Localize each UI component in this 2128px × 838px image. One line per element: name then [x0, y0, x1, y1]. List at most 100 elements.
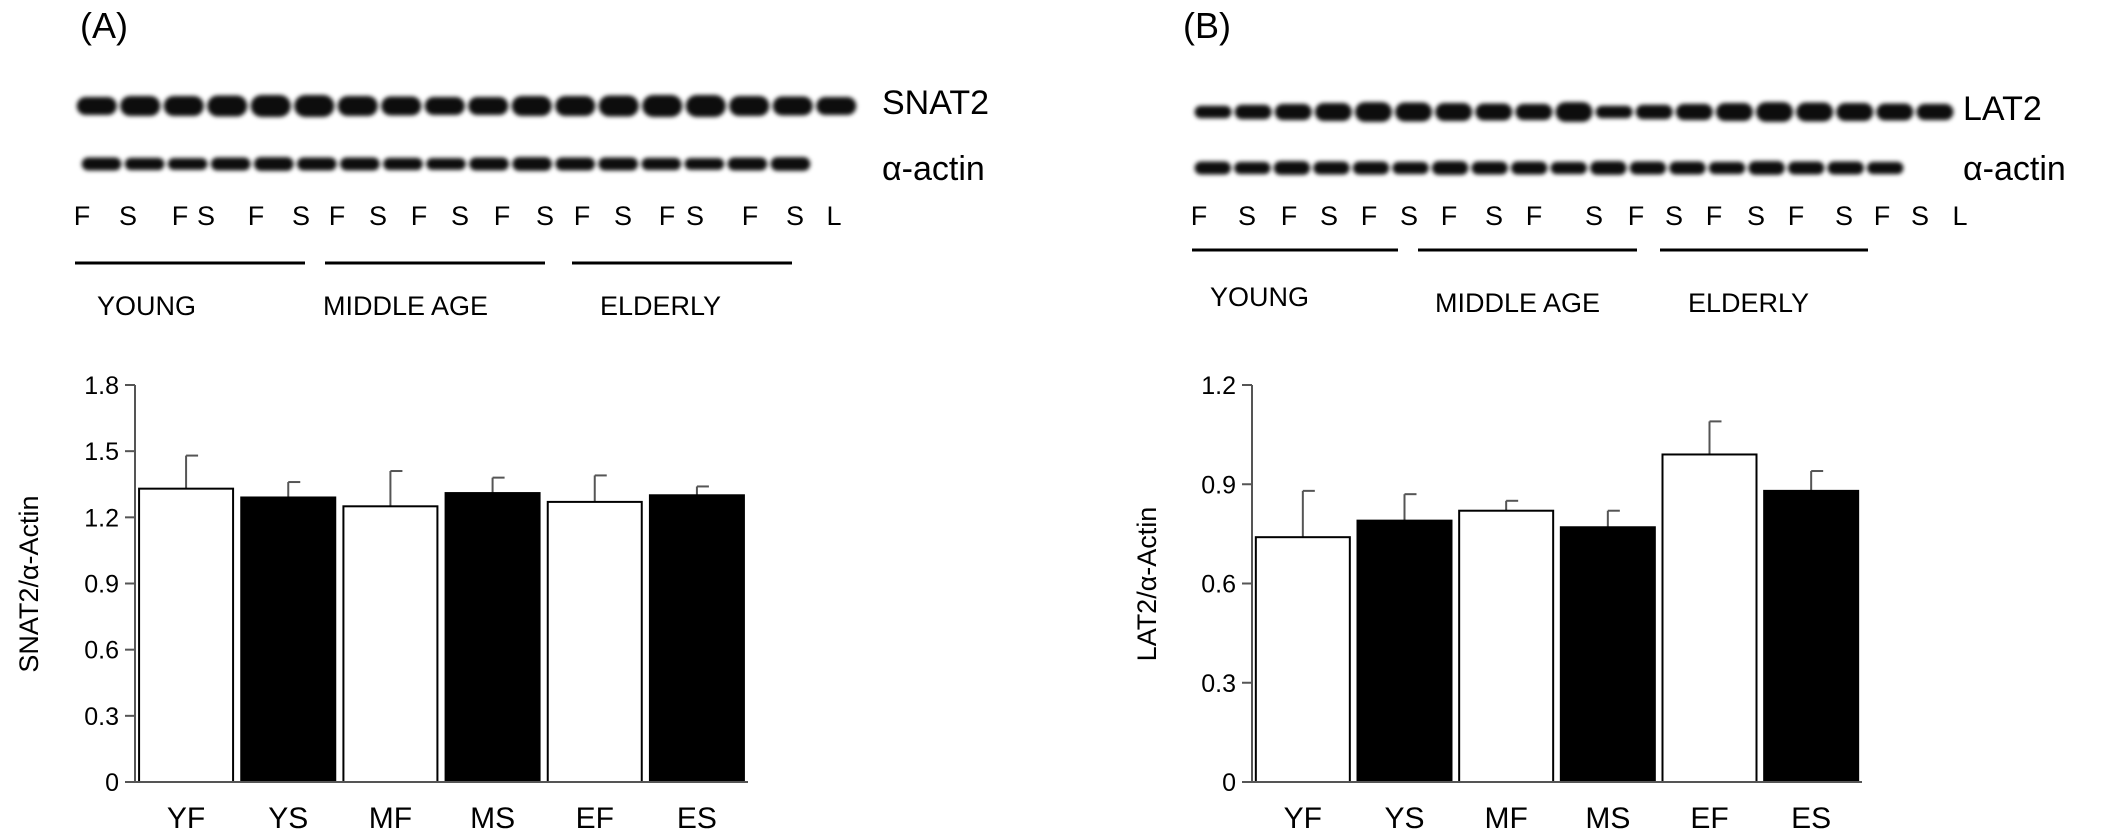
group-label-middle-age: MIDDLE AGE: [323, 291, 488, 321]
blot-band: [1475, 103, 1513, 121]
lane-label: F: [494, 201, 511, 231]
blot-band: [1867, 161, 1904, 175]
y-tick-label: 0.9: [84, 571, 119, 599]
snat2-bands: [76, 95, 857, 117]
lane-label: S: [536, 201, 554, 231]
blot-band: [1194, 105, 1232, 119]
band-label-alpha-actin: α-actin: [882, 150, 985, 188]
group-label-elderly: ELDERLY: [600, 291, 721, 321]
lane-label: F: [411, 201, 428, 231]
blot-band: [770, 157, 811, 171]
blot-band: [1590, 161, 1627, 175]
blot-band: [1669, 161, 1706, 175]
blot-band: [598, 157, 639, 171]
blot-band: [1836, 103, 1874, 121]
lane-label: S: [1911, 201, 1929, 231]
bar-ys: [240, 496, 337, 783]
lane-label: S: [369, 201, 387, 231]
blot-band: [1787, 161, 1825, 175]
blot-band: [727, 157, 768, 171]
bar-ms: [444, 492, 541, 783]
y-axis-ticks: 0 0.3 0.6 0.9 1.2 1.5 1.8: [84, 372, 135, 797]
lane-label: F: [574, 201, 591, 231]
y-axis-ticks: 0 0.3 0.6 0.9 1.2: [1201, 372, 1252, 797]
blot-band: [1314, 103, 1352, 121]
y-axis-title: SNAT2/α-Actin: [14, 495, 44, 672]
blot-band: [207, 95, 248, 117]
lane-label: F: [1441, 201, 1458, 231]
blot-band: [250, 95, 291, 117]
x-tick-label: YS: [1384, 802, 1424, 835]
lane-label: S: [1320, 201, 1338, 231]
x-axis-ticks: YF YS MF MS EF ES: [167, 802, 717, 835]
lane-label: S: [1238, 201, 1256, 231]
blot-band: [1471, 161, 1508, 175]
bar-ef: [1661, 453, 1758, 783]
x-tick-label: ES: [1791, 802, 1831, 835]
lane-label: F: [1191, 201, 1208, 231]
lane-label: F: [1706, 201, 1723, 231]
blot-band: [1550, 161, 1587, 175]
lane-label: F: [248, 201, 265, 231]
y-tick-label: 0.6: [1201, 571, 1236, 599]
blot-band: [1511, 161, 1548, 175]
blot-band: [294, 95, 335, 117]
blot-band: [512, 157, 552, 171]
lane-label: S: [686, 201, 704, 231]
blot-band: [772, 96, 813, 116]
blot-band: [511, 96, 552, 116]
blot-band: [555, 96, 596, 116]
blot-band: [598, 95, 639, 117]
group-label-middle-age: MIDDLE AGE: [1435, 288, 1600, 318]
bar-ef: [546, 500, 643, 783]
blot-band: [383, 157, 423, 171]
x-tick-label: MS: [470, 802, 515, 835]
alpha-actin-bands: [1194, 161, 1904, 175]
blot-band: [1715, 103, 1753, 121]
bar-es: [1763, 489, 1860, 783]
x-tick-label: YS: [268, 802, 308, 835]
blot-band: [1194, 161, 1231, 175]
x-tick-label: MS: [1585, 802, 1630, 835]
bar-yf: [1254, 536, 1351, 784]
blot-band: [1395, 102, 1433, 122]
group-label-young: YOUNG: [1210, 282, 1309, 312]
blot-band: [1675, 103, 1713, 121]
panel-b-label: (B): [1183, 5, 1231, 46]
blot-band: [297, 157, 337, 171]
x-tick-label: MF: [369, 802, 412, 835]
x-tick-label: MF: [1485, 802, 1528, 835]
y-tick-label: 1.2: [84, 504, 119, 532]
lane-label: F: [1361, 201, 1378, 231]
blot-band: [1273, 161, 1311, 175]
lane-label: S: [614, 201, 632, 231]
chart-a: 0 0.3 0.6 0.9 1.2 1.5 1.8 YF YS MF MS EF ES SNAT2/α…: [14, 372, 748, 835]
blot-band: [381, 96, 422, 116]
lane-label: S: [197, 201, 215, 231]
blot-band: [1392, 161, 1429, 175]
bar-yf: [138, 487, 235, 783]
lane-label: S: [786, 201, 804, 231]
y-axis-title: LAT2/α-Actin: [1132, 507, 1162, 662]
blot-band: [1595, 105, 1633, 119]
blot-band: [1313, 161, 1350, 175]
lane-label: F: [329, 201, 346, 231]
band-label-alpha-actin: α-actin: [1963, 150, 2066, 188]
blot-band: [1355, 102, 1392, 122]
x-axis-ticks: YF YS MF MS EF ES: [1284, 802, 1832, 835]
y-tick-label: 1.8: [84, 372, 119, 400]
bars: [1254, 420, 1860, 784]
lane-label: S: [1485, 201, 1503, 231]
x-tick-label: ES: [677, 802, 717, 835]
blot-band: [555, 157, 595, 171]
y-tick-label: 0.9: [1201, 471, 1236, 499]
group-label-elderly: ELDERLY: [1688, 288, 1809, 318]
bar-mf: [342, 505, 439, 783]
blot-band: [1431, 161, 1469, 175]
x-tick-label: EF: [576, 802, 614, 835]
lane-label: S: [292, 201, 310, 231]
lane-label: F: [742, 201, 759, 231]
bar-es: [648, 494, 745, 783]
